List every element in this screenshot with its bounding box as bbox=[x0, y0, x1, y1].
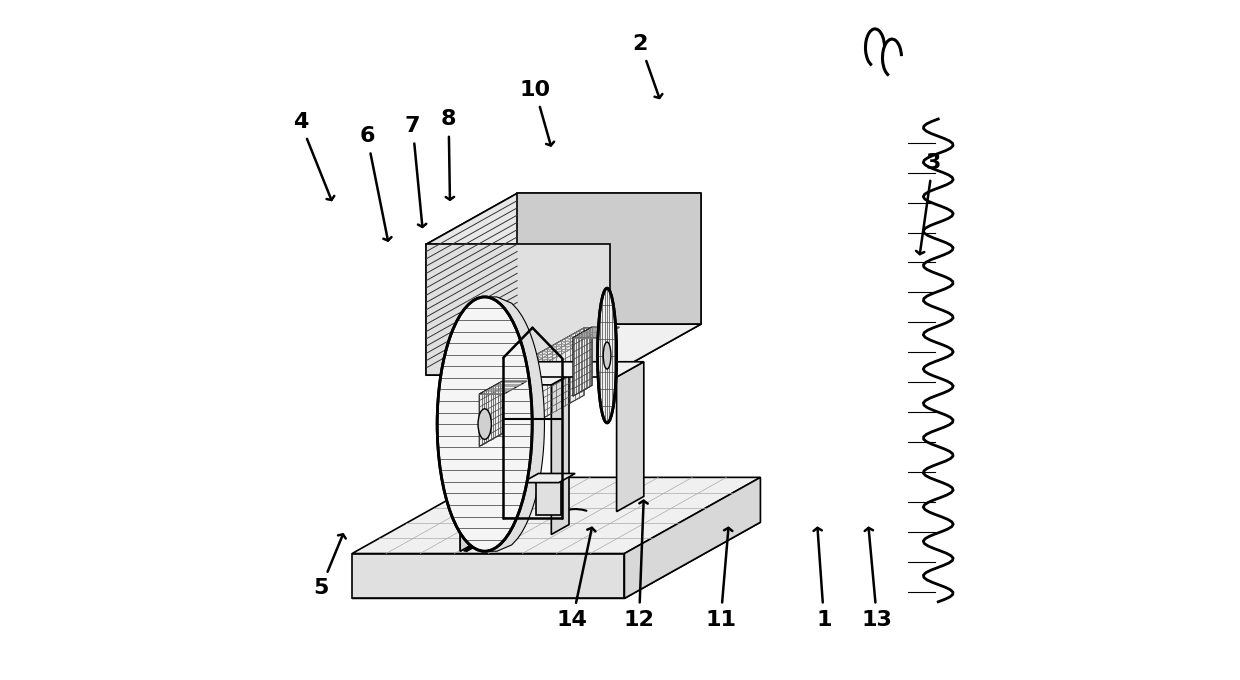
Polygon shape bbox=[517, 193, 701, 324]
Ellipse shape bbox=[438, 297, 532, 551]
Polygon shape bbox=[625, 477, 760, 598]
Polygon shape bbox=[616, 362, 644, 511]
Text: 8: 8 bbox=[441, 109, 456, 129]
Polygon shape bbox=[495, 362, 644, 377]
Text: 12: 12 bbox=[624, 610, 655, 630]
Polygon shape bbox=[460, 524, 470, 551]
Polygon shape bbox=[495, 362, 521, 511]
Polygon shape bbox=[352, 522, 760, 598]
Ellipse shape bbox=[479, 409, 491, 439]
Polygon shape bbox=[352, 554, 625, 598]
Text: 6: 6 bbox=[360, 126, 374, 146]
Polygon shape bbox=[479, 381, 527, 394]
Ellipse shape bbox=[604, 342, 611, 369]
Polygon shape bbox=[427, 324, 701, 375]
Ellipse shape bbox=[598, 288, 616, 423]
Polygon shape bbox=[573, 327, 620, 338]
Polygon shape bbox=[482, 328, 609, 385]
Text: 11: 11 bbox=[706, 610, 737, 630]
Polygon shape bbox=[460, 509, 469, 551]
Polygon shape bbox=[522, 473, 575, 483]
Text: 7: 7 bbox=[404, 116, 420, 136]
Polygon shape bbox=[485, 297, 544, 551]
Polygon shape bbox=[477, 375, 569, 385]
Polygon shape bbox=[479, 381, 502, 447]
Text: 13: 13 bbox=[862, 610, 893, 630]
Polygon shape bbox=[610, 193, 701, 375]
Text: 14: 14 bbox=[557, 610, 588, 630]
Polygon shape bbox=[482, 328, 584, 452]
Text: 1: 1 bbox=[816, 610, 832, 630]
Polygon shape bbox=[427, 244, 610, 375]
Polygon shape bbox=[573, 327, 591, 396]
Polygon shape bbox=[427, 193, 701, 244]
Text: 2: 2 bbox=[632, 34, 649, 54]
Text: 10: 10 bbox=[520, 80, 551, 100]
Polygon shape bbox=[537, 478, 560, 515]
Text: 3: 3 bbox=[925, 153, 940, 173]
Polygon shape bbox=[352, 477, 760, 554]
Polygon shape bbox=[477, 375, 496, 534]
Text: 5: 5 bbox=[314, 578, 329, 598]
Text: 4: 4 bbox=[293, 112, 308, 133]
Polygon shape bbox=[427, 193, 517, 375]
Polygon shape bbox=[552, 375, 569, 534]
